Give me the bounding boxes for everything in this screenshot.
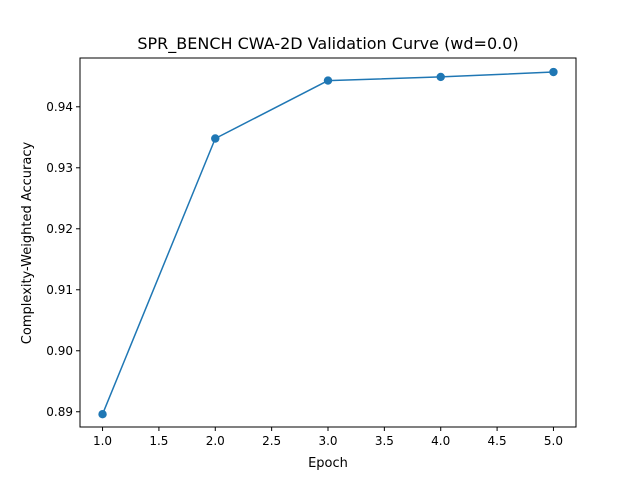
plot-area: 1.0 1.5 2.0 2.5 3.0 3.5 4.0 4.5 5.0 0.89 0.90 0.91… <box>46 57 577 448</box>
data-point <box>211 134 220 143</box>
x-tick-label: 2.0 <box>206 434 225 448</box>
x-tick-label: 2.5 <box>262 434 281 448</box>
y-tick-label: 0.92 <box>46 222 73 236</box>
x-axis-ticks: 1.0 1.5 2.0 2.5 3.0 3.5 4.0 4.5 5.0 <box>93 427 563 448</box>
y-tick-label: 0.91 <box>46 283 73 297</box>
x-tick-label: 3.0 <box>318 434 337 448</box>
x-tick-label: 5.0 <box>544 434 563 448</box>
y-tick-label: 0.89 <box>46 405 73 419</box>
y-axis-label: Complexity-Weighted Accuracy <box>20 142 35 345</box>
x-tick-label: 4.5 <box>488 434 507 448</box>
y-tick-label: 0.94 <box>46 100 73 114</box>
data-point <box>323 76 333 85</box>
chart-title: SPR_BENCH CWA-2D Validation Curve (wd=0.… <box>137 34 518 54</box>
x-tick-label: 4.0 <box>431 434 450 448</box>
x-axis-label: Epoch <box>308 456 348 471</box>
data-point <box>549 67 558 77</box>
y-tick-label: 0.93 <box>46 161 73 175</box>
x-tick-label: 1.0 <box>93 434 112 448</box>
x-tick-label: 3.5 <box>375 434 394 448</box>
x-tick-label: 1.5 <box>149 434 168 448</box>
data-point <box>436 72 445 82</box>
data-point <box>98 409 107 419</box>
y-tick-label: 0.90 <box>46 344 73 358</box>
plot-frame <box>79 57 577 428</box>
series-layer <box>98 67 558 419</box>
y-axis-ticks: 0.89 0.90 0.91 0.92 0.93 0.94 <box>46 100 80 419</box>
